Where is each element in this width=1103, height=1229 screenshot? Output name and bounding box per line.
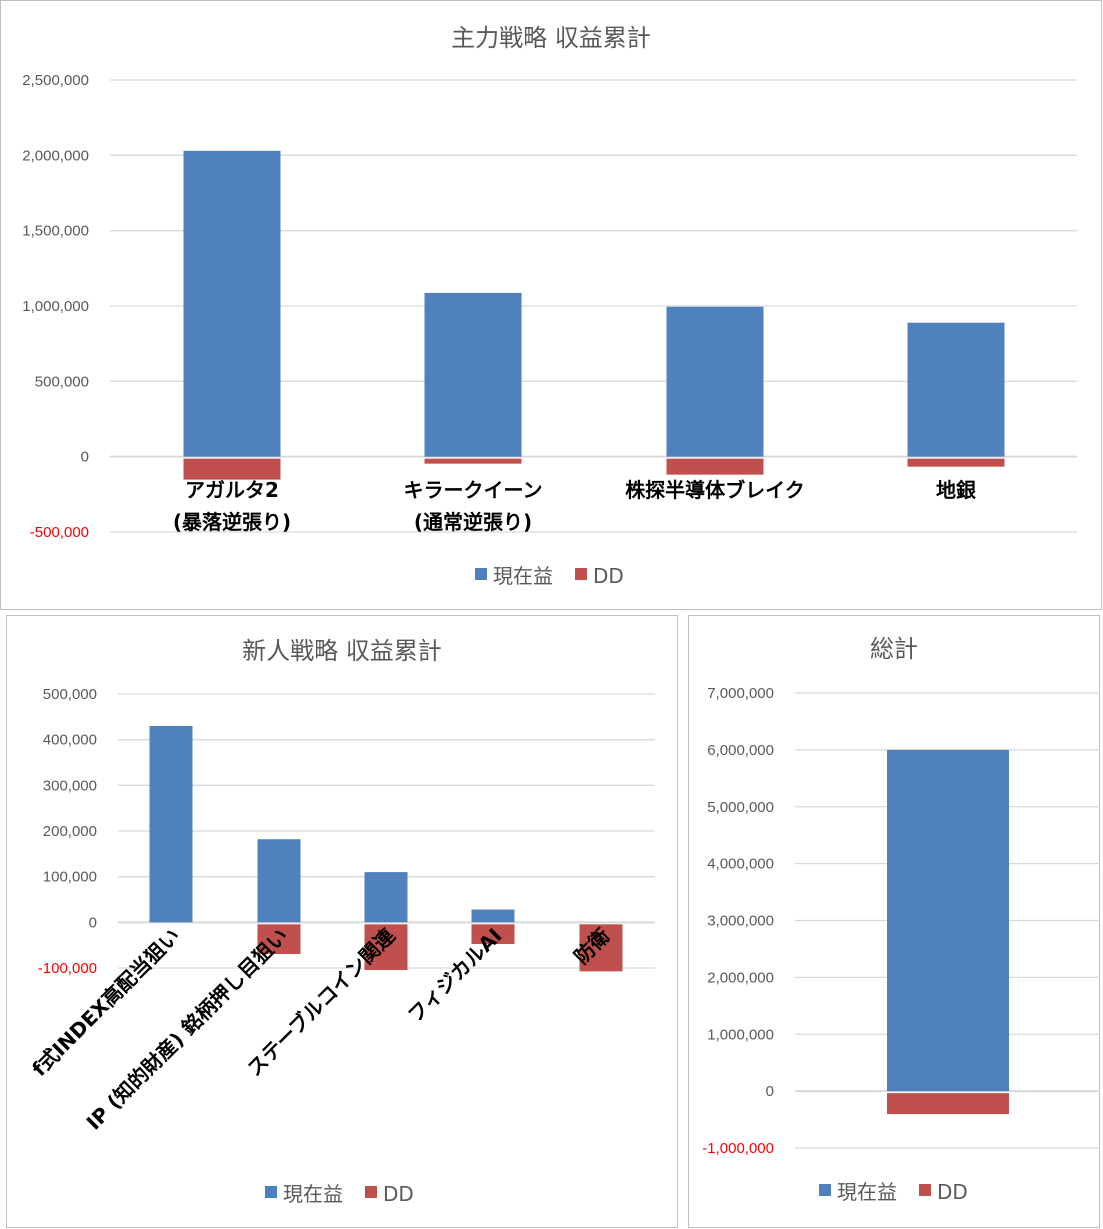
legend-dd-swatch xyxy=(919,1184,931,1196)
y-tick-label: 2,000,000 xyxy=(22,147,89,164)
chart-title: 新人戦略 収益累計 xyxy=(242,637,442,665)
category-label: アガルタ2 (暴落逆張り) xyxy=(173,478,291,534)
dd-bar xyxy=(579,924,623,972)
category-label: 地銀 xyxy=(936,478,976,502)
legend-dd-swatch xyxy=(365,1186,377,1198)
current-profit-bar xyxy=(149,725,193,923)
current-profit-bar xyxy=(666,306,764,457)
y-tick-label: 2,500,000 xyxy=(22,72,89,89)
category-label-line: キラークイーン xyxy=(404,478,543,502)
category-label: 株探半導体ブレイク xyxy=(625,478,805,502)
dd-bar xyxy=(887,1093,1009,1115)
category-label-line: 株探半導体ブレイク xyxy=(625,478,805,502)
current-profit-bar xyxy=(907,322,1005,457)
dd-bar xyxy=(471,924,515,944)
legend-current-label: 現在益 xyxy=(493,564,553,588)
legend-current-label: 現在益 xyxy=(837,1180,897,1204)
dd-bar xyxy=(907,458,1005,467)
y-tick-label: 3,000,000 xyxy=(707,913,774,930)
current-profit-bar xyxy=(364,872,408,923)
chart-title: 主力戦略 収益累計 xyxy=(451,24,651,52)
current-profit-bar xyxy=(257,839,301,923)
y-tick-label: 200,000 xyxy=(43,823,97,840)
dd-bar xyxy=(364,924,408,970)
chart-frame-main xyxy=(0,0,1102,610)
legend-dd-label: DD xyxy=(593,564,624,588)
y-tick-label: 5,000,000 xyxy=(707,799,774,816)
category-label: キラークイーン (通常逆張り) xyxy=(404,478,543,534)
y-tick-label: 0 xyxy=(766,1083,774,1100)
dd-bar xyxy=(666,458,764,475)
y-tick-label: 2,000,000 xyxy=(707,969,774,986)
legend-current-label: 現在益 xyxy=(283,1182,343,1206)
y-tick-label: 4,000,000 xyxy=(707,856,774,873)
category-label-line: 地銀 xyxy=(936,478,976,502)
legend-current-swatch xyxy=(819,1184,831,1196)
chart-title: 総計 xyxy=(870,635,918,663)
y-tick-label: 1,000,000 xyxy=(707,1026,774,1043)
legend-current-swatch xyxy=(265,1186,277,1198)
y-tick-label: -500,000 xyxy=(30,524,89,541)
current-profit-bar xyxy=(424,292,522,457)
y-tick-label: 1,000,000 xyxy=(22,298,89,315)
dd-bar xyxy=(257,924,301,955)
y-tick-label: 0 xyxy=(89,914,97,931)
y-tick-label: 0 xyxy=(81,449,89,466)
category-label-line: (暴落逆張り) xyxy=(173,510,291,534)
category-label-line: アガルタ2 xyxy=(185,478,279,502)
category-label-line: (通常逆張り) xyxy=(414,510,532,534)
y-tick-label: 500,000 xyxy=(43,686,97,703)
chart-total: 総計 -1,000,000 0 1,000,000 2,000,000 3,000,000… xyxy=(702,635,1100,1204)
y-tick-label: 500,000 xyxy=(35,373,89,390)
legend-current-swatch xyxy=(475,568,487,580)
legend-dd-label: DD xyxy=(937,1180,968,1204)
y-tick-label: 100,000 xyxy=(43,869,97,886)
chart-main-strategy: 主力戦略 収益累計 -500,000 0 500,000 1,000,000 1,500,… xyxy=(22,24,1077,588)
current-profit-bar xyxy=(887,749,1009,1092)
y-tick-label: -1,000,000 xyxy=(702,1140,774,1157)
legend-dd-label: DD xyxy=(383,1182,414,1206)
legend-dd-swatch xyxy=(575,568,587,580)
y-tick-label: 6,000,000 xyxy=(707,742,774,759)
y-tick-label: 7,000,000 xyxy=(707,685,774,702)
y-tick-label: -100,000 xyxy=(38,960,97,977)
y-tick-label: 300,000 xyxy=(43,777,97,794)
y-tick-label: 1,500,000 xyxy=(22,223,89,240)
current-profit-bar xyxy=(183,150,281,457)
dd-bar xyxy=(183,458,281,480)
dd-bar xyxy=(424,458,522,464)
y-tick-label: 400,000 xyxy=(43,732,97,749)
current-profit-bar xyxy=(471,909,515,923)
